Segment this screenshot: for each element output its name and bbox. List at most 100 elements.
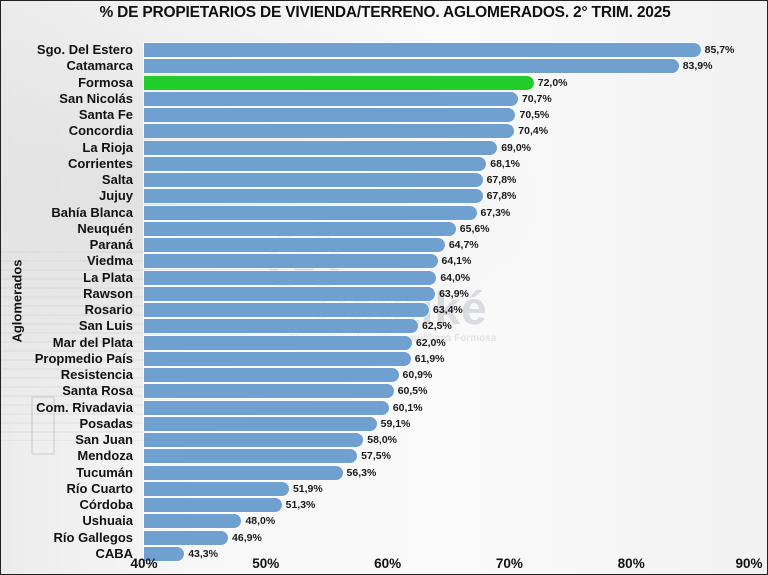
bar xyxy=(144,205,477,220)
bar xyxy=(144,433,364,447)
value-label: 60,5% xyxy=(397,385,428,398)
value-label: 67,8% xyxy=(486,174,517,186)
bar xyxy=(144,319,419,334)
bar-row: Formosa 72,0% xyxy=(1,75,767,91)
background-decoration xyxy=(1,251,151,441)
bar-row: Resistencia 60,9% xyxy=(1,367,767,383)
category-label: Rawson xyxy=(83,285,133,301)
bar xyxy=(144,416,377,431)
value-label: 67,8% xyxy=(486,190,517,203)
value-label: 64,0% xyxy=(440,271,471,284)
value-label: 72,0% xyxy=(537,76,568,89)
value-label: 51,9% xyxy=(292,482,323,495)
bar-row: Corrientes 68,1% xyxy=(1,155,767,172)
bar xyxy=(144,351,411,366)
bar xyxy=(144,124,515,139)
value-label: 70,4% xyxy=(518,125,549,138)
bar xyxy=(144,335,412,350)
value-label: 83,9% xyxy=(682,60,713,73)
value-label: 70,7% xyxy=(521,92,552,105)
value-label: 62,0% xyxy=(415,336,446,349)
bar-row: Río Gallegos 46,9% xyxy=(1,530,767,546)
bar xyxy=(144,481,289,496)
category-label: Paraná xyxy=(89,237,133,252)
x-tick-label: 40% xyxy=(130,556,158,571)
bar-row: Rawson 63,9% xyxy=(1,285,767,302)
value-label: 63,4% xyxy=(433,304,463,316)
category-label: San Luis xyxy=(78,318,133,334)
bar xyxy=(144,108,516,122)
bar-row: Paraná 64,7% xyxy=(1,237,767,253)
x-tick-label: 80% xyxy=(617,556,645,571)
bar xyxy=(144,368,399,382)
category-label: CABA xyxy=(95,545,133,561)
category-label: Santa Rosa xyxy=(62,383,133,399)
value-label: 69,0% xyxy=(501,141,531,154)
category-label: La Rioja xyxy=(82,139,133,155)
value-label: 62,5% xyxy=(422,320,452,333)
category-label: Córdoba xyxy=(79,497,133,512)
bar xyxy=(144,238,445,252)
category-label: Catamarca xyxy=(66,58,134,74)
bar-row: CABA 43,3% xyxy=(1,545,767,562)
category-label: San Nicolás xyxy=(59,90,133,106)
bar xyxy=(144,189,483,204)
x-tick-label: 90% xyxy=(735,556,763,571)
bar-row: Sgo. Del Estero 85,7% xyxy=(1,42,767,58)
bar-row: Mar del Plata 62,0% xyxy=(1,334,767,351)
bar-row: Salta 67,8% xyxy=(1,172,767,188)
x-tick-label: 60% xyxy=(374,556,402,571)
category-label: Resistencia xyxy=(60,367,133,382)
bar xyxy=(144,286,436,301)
bar xyxy=(144,546,185,561)
bar xyxy=(144,254,438,269)
value-label: 65,6% xyxy=(459,222,490,235)
bar xyxy=(144,59,679,74)
bar-row: La Rioja 69,0% xyxy=(1,139,767,156)
category-label: Viedma xyxy=(86,253,133,269)
value-label: 63,9% xyxy=(439,287,469,300)
bar xyxy=(144,465,343,480)
category-label: Rosario xyxy=(84,302,133,317)
category-label: Salta xyxy=(101,172,133,187)
value-label: 67,3% xyxy=(480,206,511,219)
bar xyxy=(144,156,487,171)
bar-row: Concordia 70,4% xyxy=(1,123,767,139)
bar xyxy=(144,303,429,317)
bar xyxy=(144,530,229,545)
bar-row: San Luis 62,5% xyxy=(1,318,767,334)
bar-row: Tucumán 56,3% xyxy=(1,465,767,481)
bar xyxy=(144,400,389,415)
background-decoration xyxy=(31,396,55,455)
bar xyxy=(144,91,518,106)
bar xyxy=(144,449,358,464)
bar-row: Viedma 64,1% xyxy=(1,253,767,269)
category-label: Ushuaia xyxy=(82,513,133,529)
category-label: Mendoza xyxy=(77,448,133,464)
bar xyxy=(144,384,394,399)
value-label: 46,9% xyxy=(232,531,262,544)
category-label: Sgo. Del Estero xyxy=(36,42,133,57)
category-label: La Plata xyxy=(83,269,133,285)
value-label: 60,1% xyxy=(392,401,423,414)
value-label: 48,0% xyxy=(245,515,276,528)
category-label: Mar del Plata xyxy=(52,334,133,350)
bar xyxy=(144,498,282,512)
category-label: Corrientes xyxy=(67,155,133,171)
category-label: Concordia xyxy=(68,123,133,139)
value-label: 64,7% xyxy=(448,239,479,251)
bar xyxy=(144,173,483,187)
x-tick-label: 70% xyxy=(495,556,523,571)
bar-row: Santa Rosa 60,5% xyxy=(1,383,767,399)
bar-row: Ushuaia 48,0% xyxy=(1,513,767,529)
value-label: 51,3% xyxy=(285,499,316,511)
x-tick-label: 50% xyxy=(252,556,280,571)
category-label: Santa Fe xyxy=(78,107,133,122)
bar-row: Catamarca 83,9% xyxy=(1,58,767,74)
bar-highlight xyxy=(144,75,534,90)
value-label: 57,5% xyxy=(361,450,391,463)
bar-row: Bahía Blanca 67,3% xyxy=(1,205,767,221)
value-label: 70,5% xyxy=(519,109,550,121)
category-label: Jujuy xyxy=(99,188,133,204)
